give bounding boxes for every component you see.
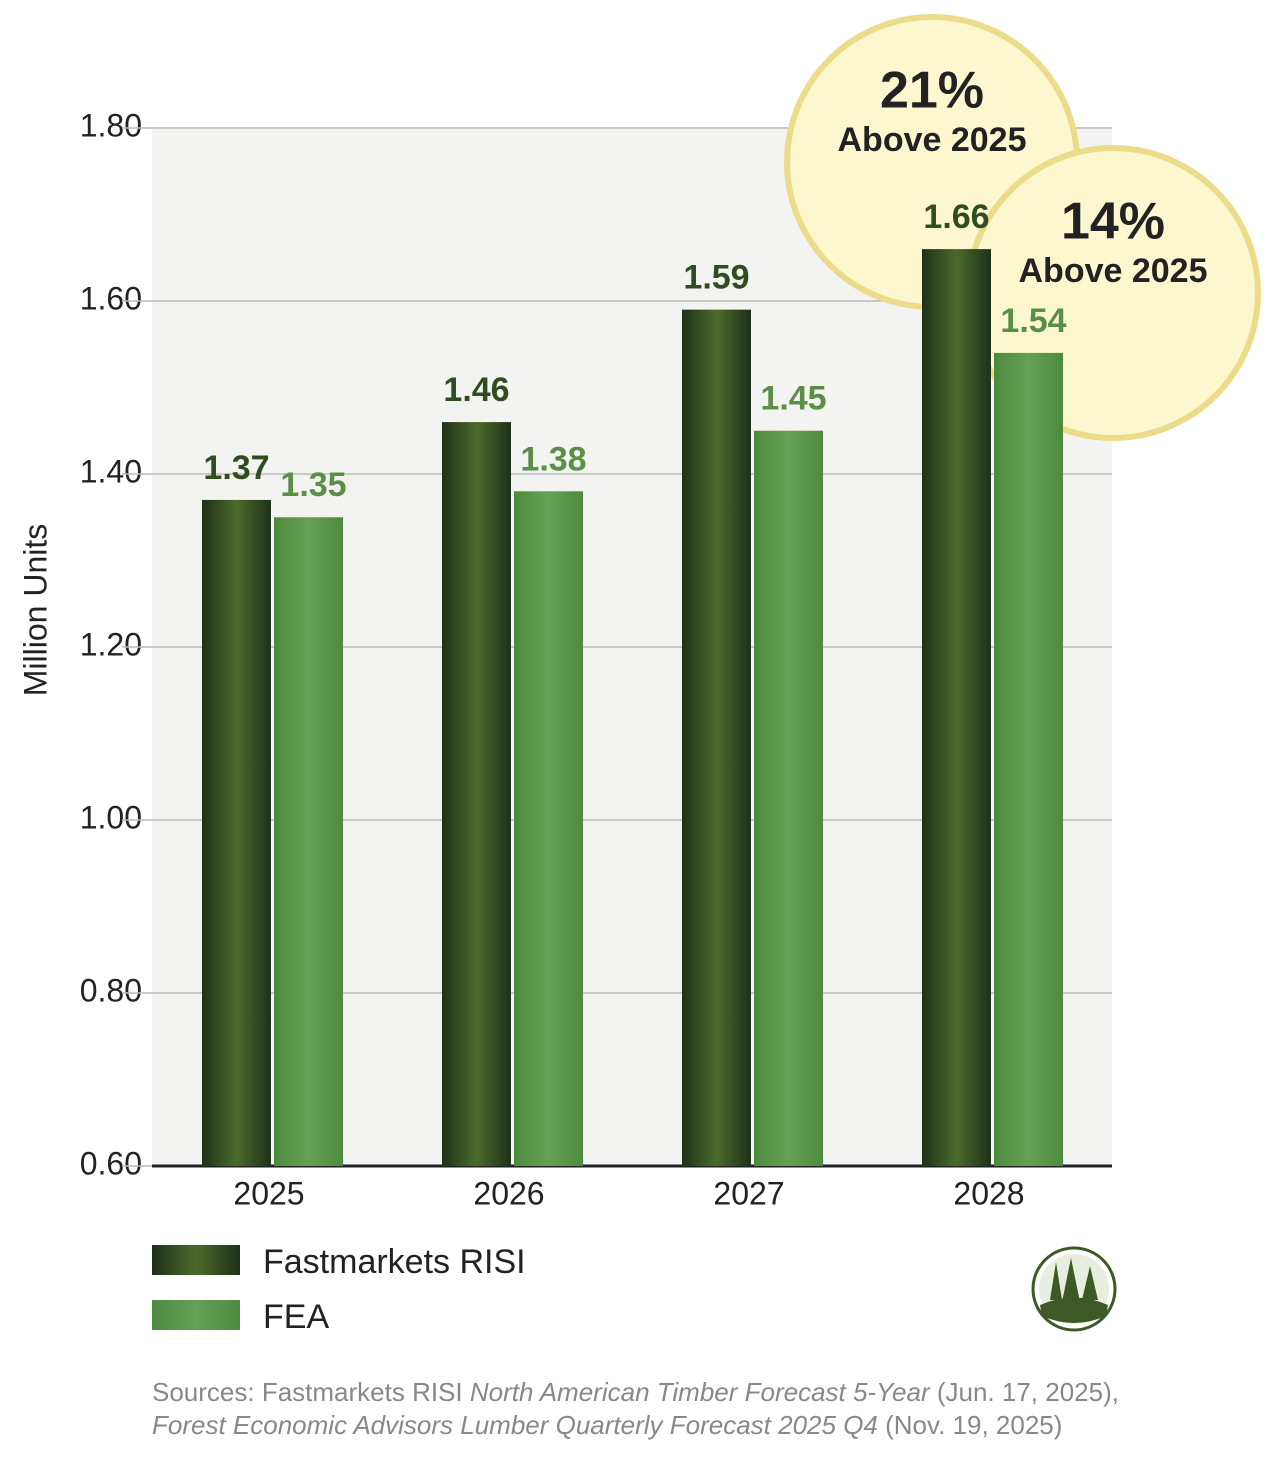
- value-label: 1.35: [280, 466, 346, 504]
- value-label: 1.38: [520, 440, 586, 478]
- bar: [202, 499, 271, 1166]
- legend-label: Fastmarkets RISI: [263, 1243, 526, 1281]
- source-title: Forest Economic Advisors Lumber Quarterl…: [152, 1410, 878, 1440]
- bar: [754, 430, 823, 1166]
- annotation-text: Above 2025: [1019, 252, 1208, 290]
- value-label: 1.66: [923, 198, 989, 236]
- bar: [274, 517, 343, 1166]
- x-tick-label: 2025: [233, 1175, 304, 1211]
- legend-swatch: [152, 1300, 240, 1330]
- source-text: (Nov. 19, 2025): [878, 1410, 1063, 1440]
- bar: [682, 309, 751, 1166]
- logo: [1031, 1246, 1117, 1332]
- source-line-1: Sources: Fastmarkets RISI North American…: [152, 1377, 1119, 1407]
- legend-swatch: [152, 1245, 240, 1275]
- y-axis-label: Million Units: [17, 524, 53, 696]
- annotation-headline: 14%: [1061, 193, 1165, 251]
- value-label: 1.46: [443, 371, 509, 409]
- y-tick-label: 0.80: [80, 972, 142, 1008]
- value-label: 1.54: [1000, 302, 1066, 340]
- x-tick-label: 2026: [473, 1175, 544, 1211]
- bar: [442, 422, 511, 1167]
- y-tick-label: 0.60: [80, 1145, 142, 1181]
- y-tick-label: 1.20: [80, 626, 142, 662]
- bar: [994, 352, 1063, 1166]
- y-tick-label: 1.80: [80, 107, 142, 143]
- value-label: 1.45: [760, 380, 826, 418]
- bar: [514, 491, 583, 1166]
- y-tick-label: 1.40: [80, 453, 142, 489]
- annotation-text: Above 2025: [838, 121, 1027, 159]
- legend-label: FEA: [263, 1298, 329, 1336]
- y-tick-label: 1.00: [80, 799, 142, 835]
- source-text: Sources: Fastmarkets RISI: [152, 1377, 470, 1407]
- x-tick-label: 2027: [713, 1175, 784, 1211]
- value-label: 1.59: [683, 259, 749, 297]
- source-title: North American Timber Forecast 5-Year: [470, 1377, 931, 1407]
- x-tick-label: 2028: [953, 1175, 1024, 1211]
- value-label: 1.37: [203, 449, 269, 487]
- source-text: (Jun. 17, 2025),: [930, 1377, 1119, 1407]
- bar: [922, 249, 991, 1167]
- annotation-headline: 21%: [880, 62, 984, 120]
- y-tick-label: 1.60: [80, 280, 142, 316]
- source-line-2: Forest Economic Advisors Lumber Quarterl…: [152, 1410, 1062, 1440]
